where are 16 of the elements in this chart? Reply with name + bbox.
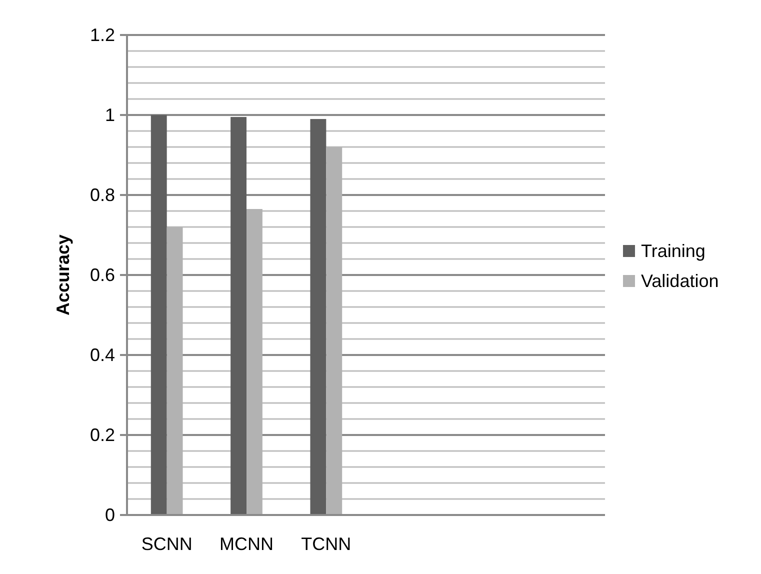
x-tick-label: TCNN	[301, 534, 352, 554]
legend-label: Validation	[641, 271, 719, 291]
x-tick-label: MCNN	[220, 534, 274, 554]
y-tick-label: 1	[104, 105, 115, 125]
y-tick-label: 0	[104, 505, 115, 525]
y-tick-label: 1.2	[90, 25, 115, 45]
y-tick-label: 0.4	[90, 345, 115, 365]
y-axis-title: Accuracy	[53, 234, 73, 316]
y-tick-label: 0.6	[90, 265, 115, 285]
legend-label: Training	[641, 241, 706, 261]
bar	[230, 117, 246, 515]
x-tick-label: SCNN	[141, 534, 192, 554]
bar	[150, 115, 167, 515]
bar	[310, 119, 326, 515]
y-tick-label: 0.2	[90, 425, 115, 445]
y-tick-label: 0.8	[90, 185, 115, 205]
